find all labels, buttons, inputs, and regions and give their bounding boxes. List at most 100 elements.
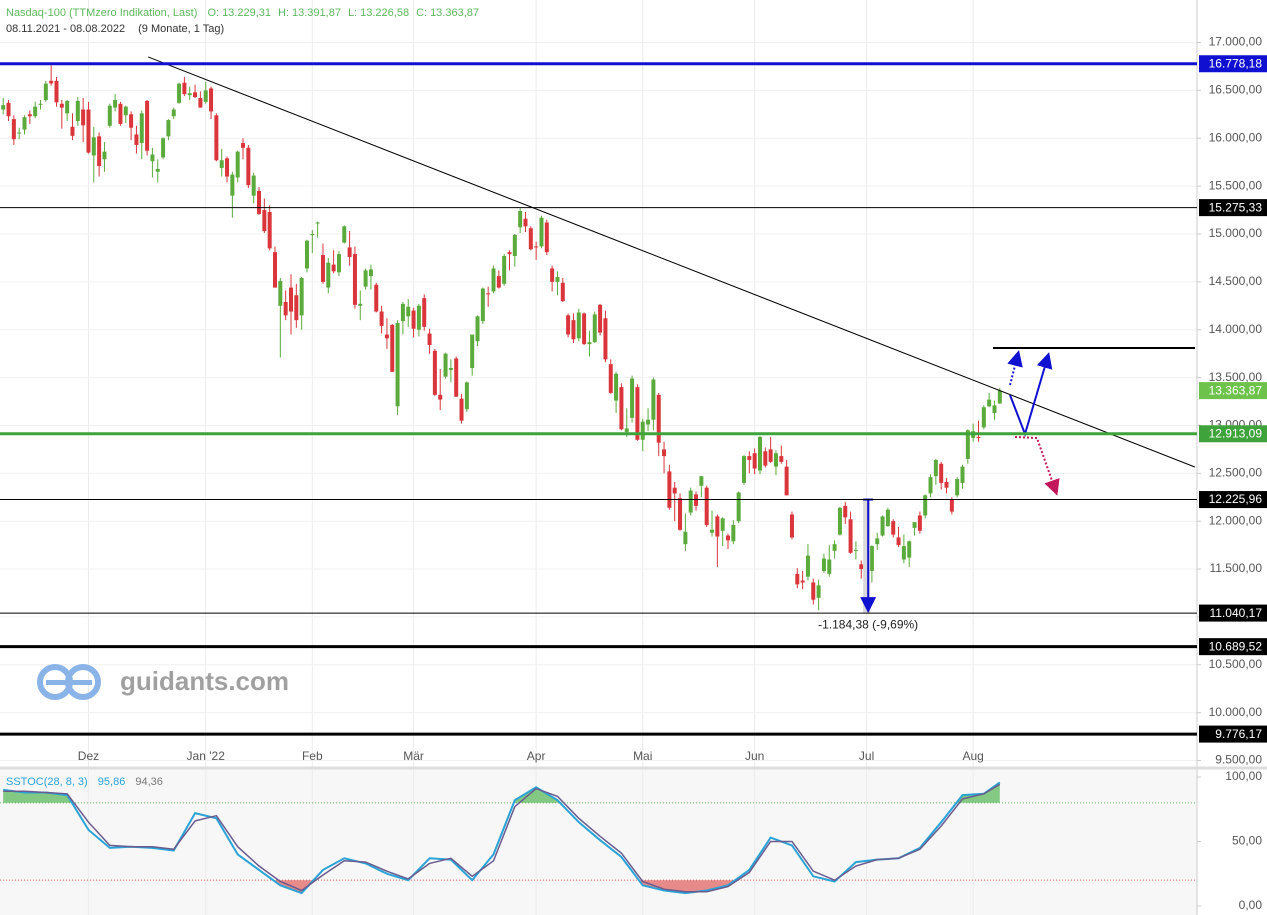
measurement-box <box>863 499 871 614</box>
candle-body <box>939 463 944 483</box>
candle-body <box>193 92 198 98</box>
candle-body <box>662 449 667 457</box>
candle-body <box>390 324 395 372</box>
candle-body <box>853 549 858 551</box>
quote-item: H: 13.391,87 <box>278 7 341 19</box>
candle-body <box>6 102 11 117</box>
candle-body <box>379 311 384 326</box>
candle-body <box>59 103 64 108</box>
header: Nasdaq-100 (TTMzero Indikation, Last) O:… <box>6 5 493 37</box>
quote-value: 13.226,58 <box>360 7 410 19</box>
level-label-box <box>1199 199 1267 217</box>
candle-body <box>486 293 491 295</box>
level-label: 11.040,17 <box>1210 606 1263 620</box>
level-label-box <box>1199 725 1267 743</box>
candle-body <box>544 222 549 253</box>
candle-body <box>672 487 677 494</box>
candle-body <box>704 487 709 526</box>
candle-body <box>667 471 672 508</box>
candle-body <box>139 113 144 144</box>
level-label: 15.275,33 <box>1209 200 1263 214</box>
y-tick-label: 0,00 <box>1239 898 1263 912</box>
logo-text: guidants.com <box>120 666 289 696</box>
candle-body <box>800 580 805 583</box>
candle-body <box>288 287 293 312</box>
candle-body <box>805 555 810 577</box>
y-tick-label: 12.500,00 <box>1209 465 1263 479</box>
candle-body <box>22 117 27 130</box>
candle-body <box>619 387 624 430</box>
candle-body <box>464 382 469 410</box>
candle-body <box>997 390 1002 404</box>
y-tick-label: 9.500,00 <box>1215 753 1262 767</box>
plot <box>1 56 1196 614</box>
candle-body <box>1 105 6 110</box>
candle-body <box>843 505 848 518</box>
y-tick-label: 14.000,00 <box>1209 322 1263 336</box>
candle-body <box>917 515 922 531</box>
candle-body <box>912 522 917 528</box>
indicator-legend: SSTOC(28, 8, 3) 95,86 94,36 <box>6 776 170 788</box>
candle-body <box>944 481 949 488</box>
candle-body <box>459 398 464 421</box>
candle-body <box>869 546 874 571</box>
candle-body <box>406 306 411 317</box>
candle-body <box>438 394 443 400</box>
y-tick-label: 15.000,00 <box>1209 226 1263 240</box>
period: (9 Monate, 1 Tag) <box>138 23 225 35</box>
candle-body <box>70 126 75 136</box>
candle-body <box>267 211 272 249</box>
candle-body <box>33 106 38 117</box>
candle-body <box>262 210 267 232</box>
arrow <box>1007 350 1023 386</box>
candle-body <box>171 109 176 117</box>
candle-body <box>832 544 837 551</box>
candle-body <box>571 320 576 340</box>
candle-body <box>161 138 166 158</box>
candle-body <box>523 218 528 227</box>
y-tick-label: 100,00 <box>1225 769 1262 783</box>
candle-body <box>907 541 912 558</box>
candle-body <box>528 228 533 250</box>
date-range: 08.11.2021 - 08.08.2022 <box>6 23 126 35</box>
candle-body <box>91 137 96 156</box>
candle-body <box>203 90 208 102</box>
candle-body <box>294 295 299 321</box>
y-tick-label: 17.000,00 <box>1209 35 1263 49</box>
candle-body <box>145 100 150 151</box>
candle-body <box>928 477 933 494</box>
candle-body <box>86 109 91 153</box>
candle-body <box>166 120 171 137</box>
candle-body <box>901 546 906 560</box>
candle-body <box>837 507 842 535</box>
candle-body <box>347 247 352 257</box>
level-label-box <box>1199 55 1267 73</box>
candle-body <box>470 334 475 369</box>
y-tick-label: 13.500,00 <box>1209 370 1263 384</box>
quote-value: 13.363,87 <box>430 7 479 19</box>
candle-body <box>358 303 363 306</box>
quote-value: 13.229,31 <box>222 7 271 19</box>
y-tick-label: 12.000,00 <box>1209 513 1263 527</box>
candle-body <box>747 456 752 460</box>
candle-body <box>198 98 203 108</box>
arrow <box>1014 436 1060 496</box>
candle-body <box>219 160 224 168</box>
candle-body <box>768 449 773 462</box>
header-line: Nasdaq-100 (TTMzero Indikation, Last) O:… <box>6 5 493 21</box>
y-tick-label: 10.000,00 <box>1209 705 1263 719</box>
price-axis: 17.000,00 16.500,00 16.000,00 15.500,00 15.0… <box>1197 35 1267 912</box>
candle-body <box>443 353 448 377</box>
candle-body <box>27 114 32 117</box>
candle-body <box>859 564 864 570</box>
logo: guidants.com <box>37 664 289 700</box>
candle-body <box>923 495 928 516</box>
candle-body <box>992 405 997 414</box>
candle-body <box>102 151 107 160</box>
y-tick-label: 14.500,00 <box>1209 274 1263 288</box>
y-tick-label: 16.000,00 <box>1209 130 1263 144</box>
candle-body <box>155 168 160 172</box>
candle-body <box>11 119 16 140</box>
